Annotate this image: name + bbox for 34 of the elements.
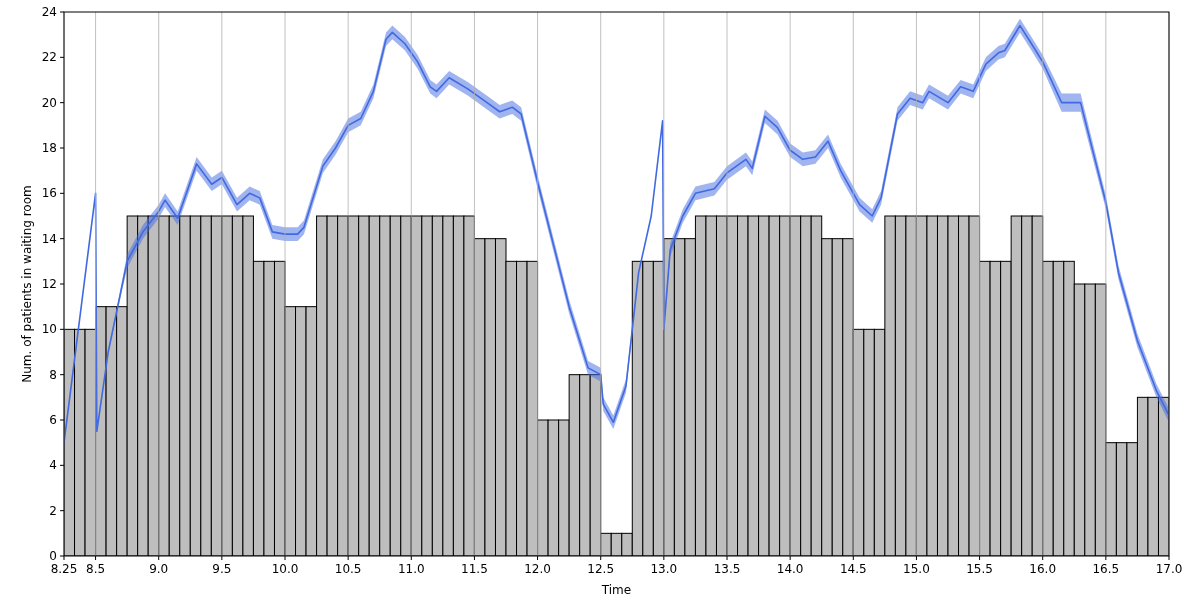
x-tick-label: 17.0 (1155, 562, 1183, 576)
x-tick-label: 12.5 (587, 562, 615, 576)
x-tick-label: 8.5 (86, 562, 106, 576)
y-tick-label: 0 (49, 549, 57, 563)
y-tick-label: 4 (49, 458, 57, 473)
x-tick-label: 9.0 (149, 562, 169, 576)
x-tick-label: 12.0 (524, 562, 551, 576)
y-tick-label: 24 (41, 5, 57, 19)
x-tick-label: 14.5 (839, 562, 867, 576)
x-tick-label: 10.0 (271, 562, 299, 576)
y-tick-label: 12 (41, 277, 57, 291)
x-axis-title: Time (600, 583, 632, 597)
y-tick-label: 8 (49, 367, 57, 382)
y-tick-label: 10 (41, 322, 57, 337)
y-tick-label: 20 (41, 95, 57, 110)
x-tick-label: 11.0 (397, 562, 425, 576)
x-tick-label: 13.0 (650, 562, 678, 576)
x-tick-label: 10.5 (334, 562, 362, 576)
x-tick-label: 11.5 (461, 562, 488, 576)
x-tick-label: 14.0 (776, 562, 804, 576)
y-tick-label: 2 (49, 503, 57, 518)
y-tick-label: 6 (49, 413, 57, 427)
y-tick-label: 18 (41, 141, 57, 155)
x-tick-label: 8.25 (50, 562, 78, 576)
x-tick-label: 15.5 (966, 562, 993, 576)
y-axis-title: Num. of patients in waiting room (20, 185, 34, 383)
x-tick-label: 13.5 (713, 562, 741, 576)
y-tick-label: 16 (41, 186, 57, 201)
x-tick-label: 16.0 (1029, 562, 1057, 576)
y-tick-label: 14 (41, 231, 57, 246)
x-tick-label: 15.0 (903, 562, 930, 576)
x-tick-label: 16.5 (1092, 562, 1120, 576)
x-tick-label: 9.5 (212, 562, 232, 576)
y-tick-label: 22 (41, 50, 57, 65)
